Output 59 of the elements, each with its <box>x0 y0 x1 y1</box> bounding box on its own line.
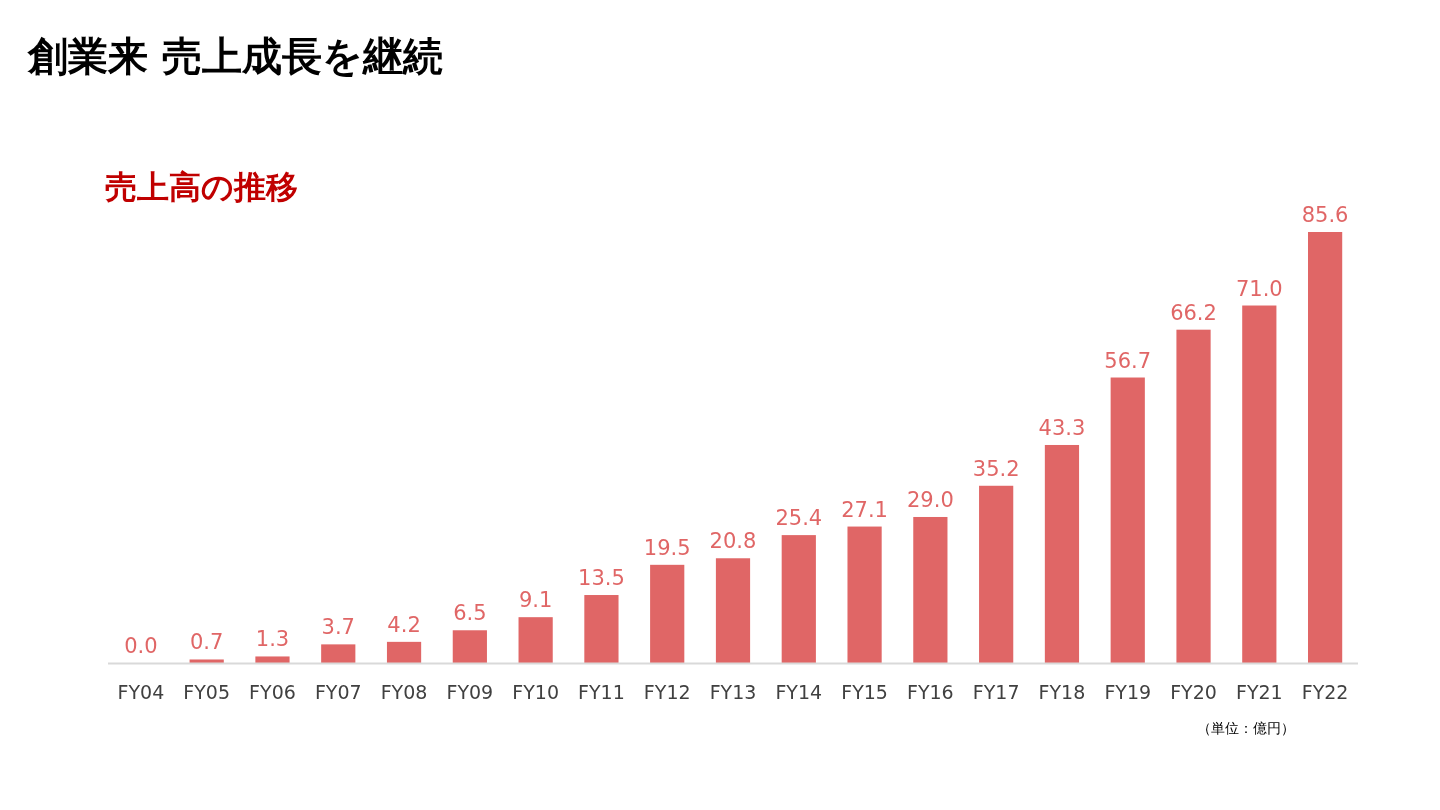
x-tick-label: FY14 <box>775 681 823 703</box>
data-label: 29.0 <box>906 487 954 512</box>
x-tick-label: FY13 <box>709 681 757 703</box>
data-label: 4.2 <box>387 612 421 637</box>
bar <box>386 641 422 663</box>
bar <box>189 659 224 663</box>
data-label: 27.1 <box>841 497 888 522</box>
data-label: 0.0 <box>124 634 158 658</box>
x-tick-label: FY20 <box>1170 681 1217 703</box>
data-label: 43.3 <box>1038 415 1086 440</box>
bar <box>1308 232 1343 663</box>
chart-subtitle: 売上高の推移 <box>105 168 298 206</box>
bar <box>1044 444 1080 663</box>
data-label: 85.6 <box>1301 203 1349 227</box>
bar <box>650 564 685 663</box>
x-tick-label: FY05 <box>183 681 231 703</box>
data-label: 56.7 <box>1104 348 1152 373</box>
data-label: 0.7 <box>189 630 224 655</box>
data-label: 66.2 <box>1170 300 1217 325</box>
x-tick-label: FY19 <box>1104 681 1152 703</box>
x-tick-label: FY12 <box>643 681 691 703</box>
text: （単位：億円） <box>1197 720 1295 736</box>
bar <box>1242 305 1277 663</box>
x-tick-label: FY21 <box>1235 681 1283 703</box>
x-tick-label: FY04 <box>117 681 165 703</box>
bar <box>584 595 619 663</box>
data-label: 35.2 <box>972 456 1020 481</box>
x-tick-label: FY10 <box>512 681 559 703</box>
x-tick-label: FY18 <box>1038 681 1086 703</box>
data-label: 19.5 <box>643 535 691 560</box>
x-tick-label: FY22 <box>1301 681 1349 703</box>
data-label: 13.5 <box>578 566 625 591</box>
data-label: 71.0 <box>1235 276 1283 301</box>
x-tick-label: FY17 <box>972 681 1020 703</box>
bar <box>847 526 882 663</box>
x-tick-label: FY16 <box>907 681 954 703</box>
x-tick-label: FY08 <box>380 681 428 703</box>
data-label: 3.7 <box>321 615 355 640</box>
bar <box>255 656 290 663</box>
bar <box>913 516 948 663</box>
data-label: 1.3 <box>255 627 290 652</box>
bar <box>979 485 1014 663</box>
x-tick-label: FY15 <box>841 681 888 703</box>
x-tick-label: FY07 <box>314 681 362 703</box>
bar <box>781 535 816 663</box>
bar <box>715 558 751 663</box>
data-label: 20.8 <box>709 529 757 554</box>
bar <box>518 617 553 663</box>
bar <box>321 644 356 663</box>
chart-title: 創業来 売上成長を継続 <box>27 33 443 79</box>
x-tick-label: FY06 <box>249 681 296 703</box>
bar <box>1176 329 1211 663</box>
x-tick-label: FY09 <box>446 681 494 703</box>
data-label: 6.5 <box>453 601 487 626</box>
bar <box>452 630 487 663</box>
x-tick-label: FY11 <box>578 681 625 703</box>
data-label: 9.1 <box>518 588 553 613</box>
bar <box>1110 377 1145 663</box>
data-label: 25.4 <box>775 506 823 531</box>
